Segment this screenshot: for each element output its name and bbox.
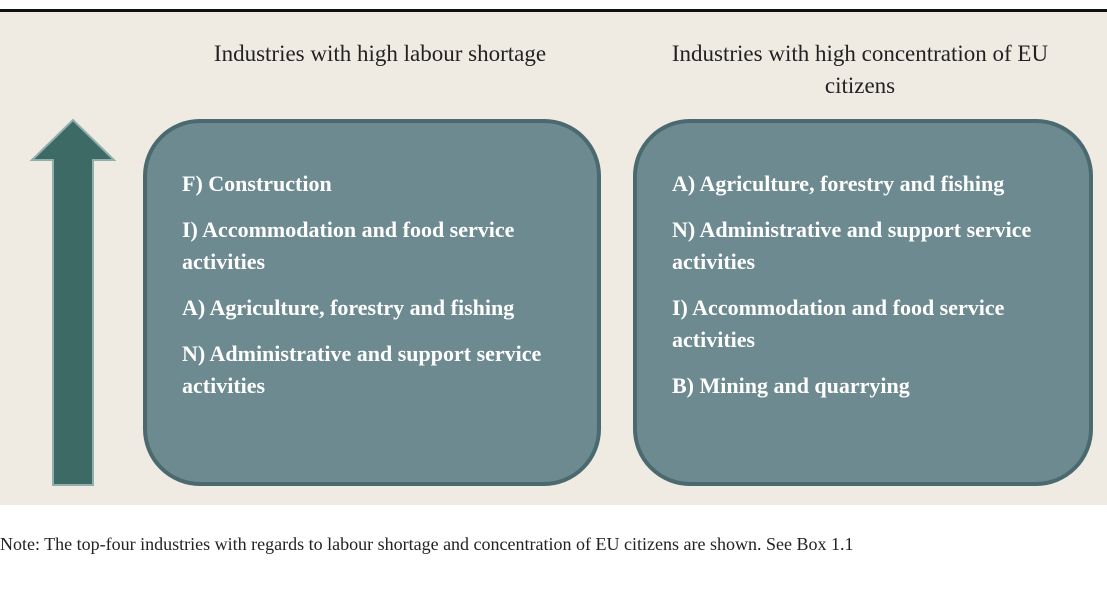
note: Note: The top-four industries with regar… (0, 534, 854, 554)
industry-item: I) Accommodation and food service activi… (672, 295, 1005, 352)
item-list: F) Construction I) Accommodation and food… (182, 168, 552, 416)
industry-item: A) Agriculture, forestry and fishing (672, 171, 1005, 196)
column-title: Industries with high labour shortage (213, 41, 547, 66)
up-arrow (29, 118, 117, 486)
top-rule (0, 9, 1107, 12)
column-title: Industries with high concentration of EU… (671, 41, 1049, 98)
box (633, 119, 1093, 486)
industry-item: N) Administrative and support service ac… (182, 341, 542, 398)
industry-item: A) Agriculture, forestry and fishing (182, 295, 515, 320)
item-list: A) Agriculture, forestry and fishing N) A… (672, 168, 1062, 416)
box (143, 119, 601, 486)
industry-item: N) Administrative and support service ac… (672, 217, 1032, 274)
industry-item: B) Mining and quarrying (672, 373, 910, 398)
industry-item: F) Construction (182, 171, 332, 196)
industry-item: I) Accommodation and food service activi… (182, 217, 515, 274)
